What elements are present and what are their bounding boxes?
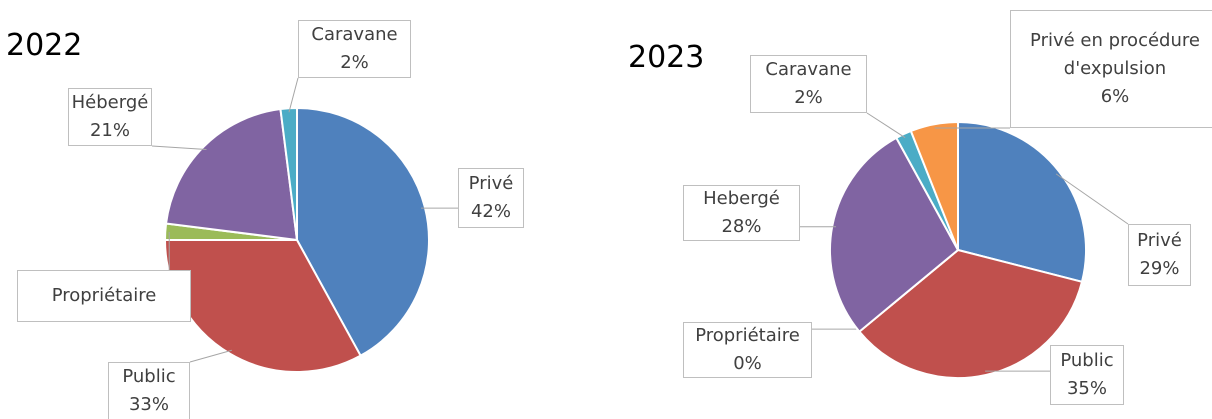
pie-slice: [909, 120, 959, 251]
label-name: Public: [122, 366, 176, 387]
pie-slice: [829, 136, 960, 333]
label-value: 21%: [89, 120, 130, 141]
pie-slice: [164, 107, 299, 242]
data-label: Hebergé 28%: [683, 185, 800, 241]
label-name: Privé: [468, 173, 514, 194]
data-label: Privé en procédure d'expulsion 6%: [1010, 10, 1212, 128]
label-name: Caravane: [765, 59, 852, 80]
data-label: Propriétaire 0%: [683, 322, 812, 378]
label-name: Public: [1060, 350, 1114, 371]
data-label: Public 33%: [108, 362, 190, 419]
chart-title: 2022: [6, 28, 83, 63]
label-value: 29%: [1139, 258, 1180, 279]
pie-slice: [957, 120, 1087, 284]
data-label: Privé 29%: [1128, 224, 1191, 286]
label-name: Privé en procédure d'expulsion: [1030, 30, 1200, 79]
leader-line: [151, 145, 207, 150]
data-label: Public 35%: [1050, 345, 1124, 405]
data-label: Caravane 2%: [298, 20, 411, 78]
label-value: 2%: [794, 87, 823, 108]
label-value: 6%: [1100, 86, 1130, 107]
pie-slice: [296, 106, 430, 358]
data-label: Propriétaire: [17, 270, 191, 322]
label-value: 0%: [733, 353, 762, 374]
leader-line: [866, 112, 906, 139]
pie-slice: [857, 248, 1084, 380]
label-name: Propriétaire: [695, 325, 800, 346]
label-value: 28%: [721, 216, 762, 237]
label-name: Caravane: [311, 24, 398, 45]
label-name: Hébergé: [71, 92, 149, 113]
label-name: Privé: [1137, 230, 1182, 251]
label-name: Propriétaire: [51, 285, 157, 306]
label-value: 2%: [340, 52, 369, 73]
label-name: Hebergé: [703, 188, 780, 209]
leader-line: [189, 349, 232, 363]
leader-line: [288, 77, 299, 113]
leader-line: [1055, 173, 1129, 225]
data-label: Hébergé 21%: [68, 88, 152, 146]
label-value: 33%: [128, 394, 169, 415]
data-label: Privé 42%: [458, 168, 524, 228]
data-label: Caravane 2%: [750, 55, 867, 113]
pie-slice: [279, 106, 298, 241]
label-value: 35%: [1066, 378, 1107, 399]
chart-title: 2023: [628, 40, 705, 75]
label-value: 42%: [470, 201, 511, 222]
